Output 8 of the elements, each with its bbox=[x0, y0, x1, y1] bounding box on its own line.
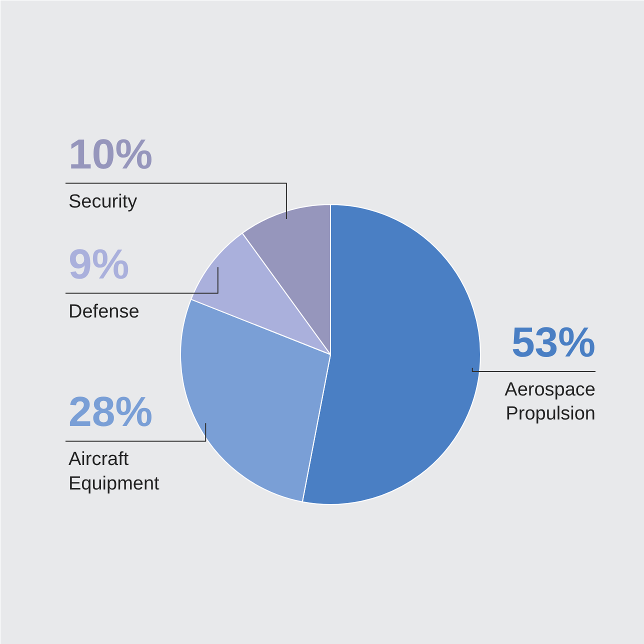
slice-label: Defense bbox=[68, 301, 140, 322]
data-label: 28% bbox=[68, 388, 153, 436]
data-label: 9% bbox=[68, 240, 130, 288]
data-label: 10% bbox=[68, 130, 153, 178]
slice-label: Aerospace Propulsion bbox=[504, 379, 596, 425]
slice-label: Aircraft Equipment bbox=[68, 449, 160, 494]
data-label: 53% bbox=[511, 318, 596, 366]
slice-label: Security bbox=[68, 191, 138, 212]
